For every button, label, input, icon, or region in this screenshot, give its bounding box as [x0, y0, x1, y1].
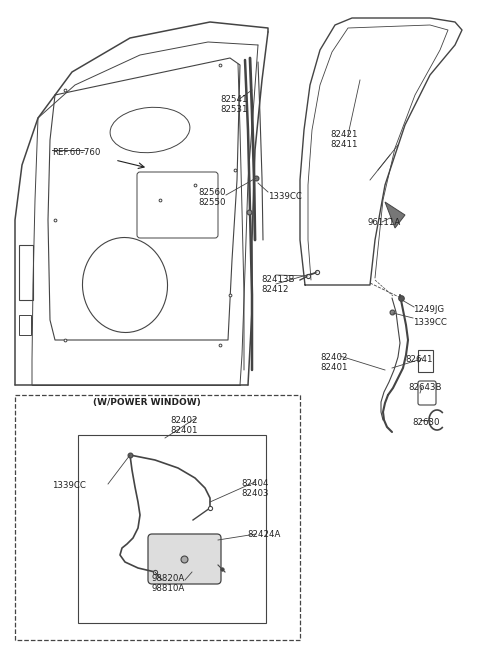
Text: 1339CC: 1339CC — [413, 318, 447, 327]
Text: 82641: 82641 — [405, 355, 432, 364]
Text: (W/POWER WINDOW): (W/POWER WINDOW) — [93, 398, 201, 407]
Text: 82402
82401: 82402 82401 — [320, 353, 348, 373]
Text: 82421
82411: 82421 82411 — [330, 130, 358, 150]
Text: 82404
82403: 82404 82403 — [241, 479, 268, 499]
Bar — [19, 315, 31, 335]
Text: 82402
82401: 82402 82401 — [170, 416, 197, 436]
Text: 82560
82550: 82560 82550 — [198, 188, 226, 207]
Text: 82630: 82630 — [412, 418, 440, 427]
Bar — [15, 395, 300, 640]
Text: 1249JG: 1249JG — [413, 305, 444, 314]
Text: 82643B: 82643B — [408, 383, 442, 392]
Text: 1339CC: 1339CC — [268, 192, 302, 201]
Text: 82541
82531: 82541 82531 — [220, 95, 248, 114]
Text: 96111A: 96111A — [367, 218, 400, 227]
Text: 82424A: 82424A — [247, 530, 280, 539]
Bar — [418, 350, 433, 372]
Polygon shape — [385, 202, 405, 228]
Text: 98820A
98810A: 98820A 98810A — [152, 574, 185, 594]
Text: 82413B
82412: 82413B 82412 — [261, 275, 295, 295]
Text: 1339CC: 1339CC — [52, 481, 86, 490]
Bar — [19, 245, 33, 300]
FancyBboxPatch shape — [148, 534, 221, 584]
Bar — [78, 435, 266, 623]
Text: REF.60-760: REF.60-760 — [52, 148, 100, 157]
